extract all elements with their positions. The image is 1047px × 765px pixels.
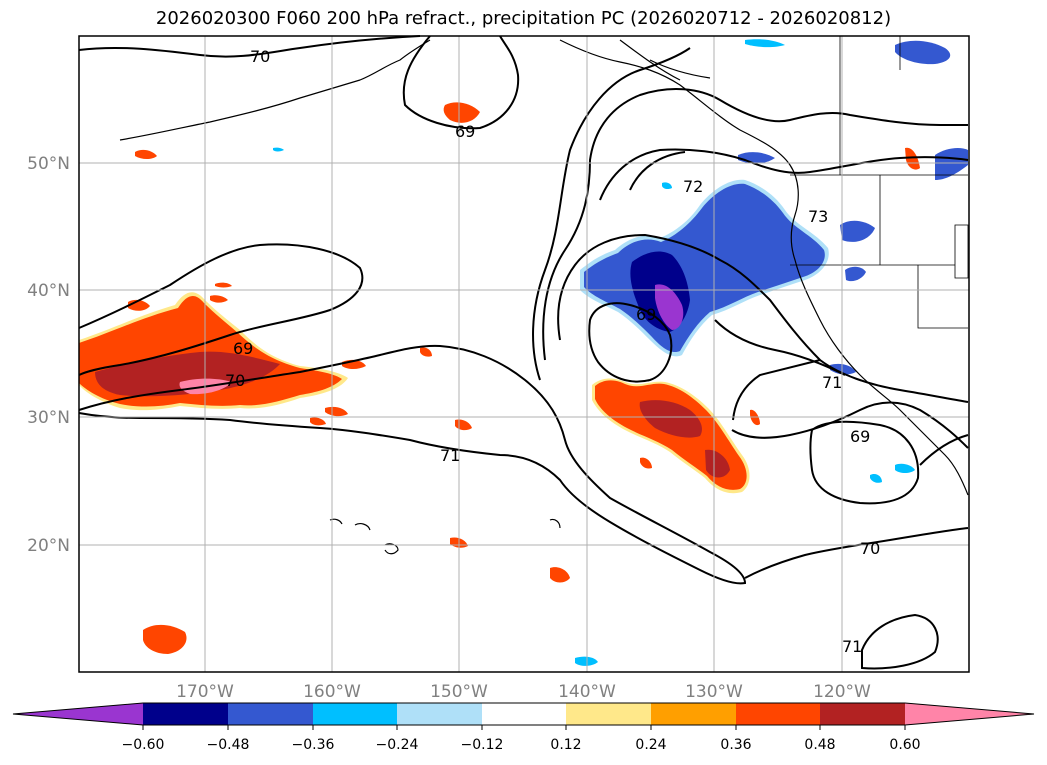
colorbar-tick-label: 0.48 xyxy=(804,737,835,753)
longitude-labels: 170°W 160°W 150°W 140°W 130°W 120°W xyxy=(176,682,871,702)
precip-positive-central xyxy=(135,102,920,654)
colorbar-tick-label: 0.24 xyxy=(635,737,666,753)
lon-label: 120°W xyxy=(813,682,871,702)
lat-label: 50°N xyxy=(27,154,70,174)
contour-label: 71 xyxy=(842,637,862,656)
contour-label: 70 xyxy=(225,371,245,390)
lat-label: 30°N xyxy=(27,408,70,428)
colorbar-tick-label: 0.36 xyxy=(720,737,751,753)
latitude-labels: 50°N 40°N 30°N 20°N xyxy=(27,154,70,556)
precip-negative xyxy=(273,39,968,666)
lon-label: 170°W xyxy=(176,682,234,702)
colorbar-extend-left xyxy=(13,703,143,725)
lat-label: 20°N xyxy=(27,536,70,556)
colorbar-tick-label: 0.60 xyxy=(889,737,920,753)
contour-label: 70 xyxy=(250,47,270,66)
colorbar-segment xyxy=(397,703,482,725)
precip-positive-west xyxy=(79,282,348,411)
colorbar-tick-label: 0.12 xyxy=(550,737,581,753)
lon-label: 160°W xyxy=(303,682,361,702)
colorbar-segment xyxy=(736,703,820,725)
colorbar-segment xyxy=(482,703,566,725)
chart-title: 2026020300 F060 200 hPa refract., precip… xyxy=(155,8,892,29)
contour-label: 71 xyxy=(822,373,842,392)
colorbar-tick-label: −0.36 xyxy=(292,737,335,753)
contour-label: 71 xyxy=(440,446,460,465)
contour-label: 69 xyxy=(636,305,656,324)
colorbar-segment xyxy=(566,703,651,725)
map-frame xyxy=(78,35,970,673)
colorbar-tick-label: −0.24 xyxy=(376,737,419,753)
lon-label: 140°W xyxy=(558,682,616,702)
colorbar-segment xyxy=(820,703,905,725)
colorbar-segment xyxy=(313,703,397,725)
colorbar: −0.60 −0.48 −0.36 −0.24 −0.12 0.12 0.24 … xyxy=(12,702,1035,753)
contour-label: 72 xyxy=(683,177,703,196)
contour-label: 69 xyxy=(233,339,253,358)
colorbar-tick-label: −0.60 xyxy=(122,737,165,753)
colorbar-segment xyxy=(228,703,313,725)
colorbar-ticks xyxy=(142,725,906,730)
lon-label: 130°W xyxy=(685,682,743,702)
refractivity-contours xyxy=(78,35,969,670)
contour-label: 70 xyxy=(860,539,880,558)
contour-label: 69 xyxy=(850,427,870,446)
country-borders xyxy=(790,36,969,329)
colorbar-segment xyxy=(143,703,228,725)
contour-label: 69 xyxy=(455,122,475,141)
contour-label: 73 xyxy=(808,207,828,226)
colorbar-extend-right xyxy=(905,703,1034,725)
lon-label: 150°W xyxy=(430,682,488,702)
lat-label: 40°N xyxy=(27,281,70,301)
coastlines xyxy=(119,39,969,555)
colorbar-tick-label: −0.12 xyxy=(461,737,504,753)
colorbar-segment xyxy=(651,703,736,725)
colorbar-tick-label: −0.48 xyxy=(207,737,250,753)
contour-labels: 70 69 72 73 69 70 69 71 71 69 70 71 xyxy=(225,47,880,656)
gridlines xyxy=(79,36,969,672)
